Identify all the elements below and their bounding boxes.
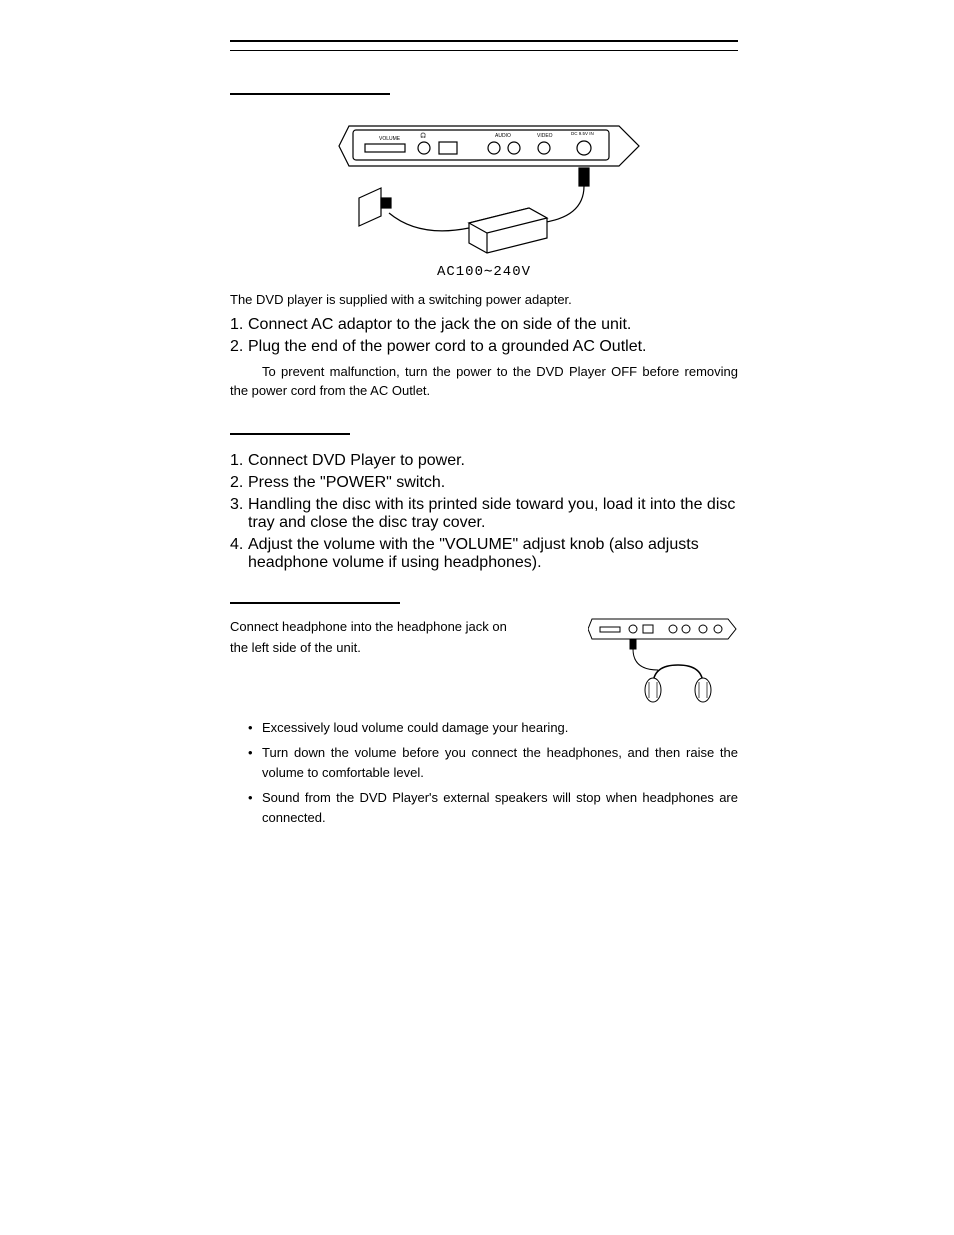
section3-intro-line2: the left side of the unit. bbox=[230, 638, 566, 658]
section3-heading-underline bbox=[230, 590, 400, 604]
headphone-diagram bbox=[578, 615, 738, 710]
list-item: 2. Plug the end of the power cord to a g… bbox=[230, 338, 738, 356]
headphone-row: Connect headphone into the headphone jac… bbox=[230, 615, 738, 710]
step-text: Plug the end of the power cord to a grou… bbox=[248, 338, 738, 356]
rule-top-thin bbox=[230, 50, 738, 51]
headphone-svg bbox=[588, 615, 738, 705]
step-text: Connect AC adaptor to the jack the on si… bbox=[248, 316, 738, 334]
list-item: Turn down the volume before you connect … bbox=[248, 743, 738, 782]
step-number: 1. bbox=[230, 452, 248, 470]
step-text: Handling the disc with its printed side … bbox=[248, 496, 738, 532]
step-number: 4. bbox=[230, 536, 248, 572]
step-number: 1. bbox=[230, 316, 248, 334]
headphone-text-column: Connect headphone into the headphone jac… bbox=[230, 615, 566, 660]
list-item: 1. Connect DVD Player to power. bbox=[230, 452, 738, 470]
section3-bullets: Excessively loud volume could damage you… bbox=[230, 718, 738, 828]
svg-text:VOLUME: VOLUME bbox=[379, 136, 401, 142]
rule-top-thick bbox=[230, 40, 738, 42]
page: VOLUME 🎧 AUDIO VIDEO DC 9.5V IN bbox=[0, 0, 954, 827]
section2-steps: 1. Connect DVD Player to power. 2. Press… bbox=[230, 452, 738, 572]
svg-text:DC 9.5V IN: DC 9.5V IN bbox=[571, 131, 594, 136]
step-number: 2. bbox=[230, 474, 248, 492]
section2-heading-underline bbox=[230, 421, 350, 435]
step-text: Adjust the volume with the "VOLUME" adju… bbox=[248, 536, 738, 572]
ac-voltage-label: AC100∼240V bbox=[230, 263, 738, 280]
list-item: 3. Handling the disc with its printed si… bbox=[230, 496, 738, 532]
section1-note: To prevent malfunction, turn the power t… bbox=[230, 362, 738, 401]
list-item: Sound from the DVD Player's external spe… bbox=[248, 788, 738, 827]
content-column: VOLUME 🎧 AUDIO VIDEO DC 9.5V IN bbox=[230, 40, 738, 827]
step-text: Press the "POWER" switch. bbox=[248, 474, 738, 492]
step-number: 3. bbox=[230, 496, 248, 532]
svg-text:🎧: 🎧 bbox=[420, 132, 426, 139]
section1-intro: The DVD player is supplied with a switch… bbox=[230, 290, 738, 310]
section3-intro-line1: Connect headphone into the headphone jac… bbox=[230, 617, 566, 637]
step-text: Connect DVD Player to power. bbox=[248, 452, 738, 470]
power-adapter-diagram: VOLUME 🎧 AUDIO VIDEO DC 9.5V IN bbox=[230, 118, 738, 280]
list-item: 1. Connect AC adaptor to the jack the on… bbox=[230, 316, 738, 334]
step-number: 2. bbox=[230, 338, 248, 356]
section1-steps: 1. Connect AC adaptor to the jack the on… bbox=[230, 316, 738, 356]
power-adapter-svg: VOLUME 🎧 AUDIO VIDEO DC 9.5V IN bbox=[319, 118, 649, 258]
svg-text:AUDIO: AUDIO bbox=[495, 133, 511, 139]
list-item: Excessively loud volume could damage you… bbox=[248, 718, 738, 738]
list-item: 2. Press the "POWER" switch. bbox=[230, 474, 738, 492]
list-item: 4. Adjust the volume with the "VOLUME" a… bbox=[230, 536, 738, 572]
svg-text:VIDEO: VIDEO bbox=[537, 133, 553, 139]
section1-heading-underline bbox=[230, 81, 390, 95]
